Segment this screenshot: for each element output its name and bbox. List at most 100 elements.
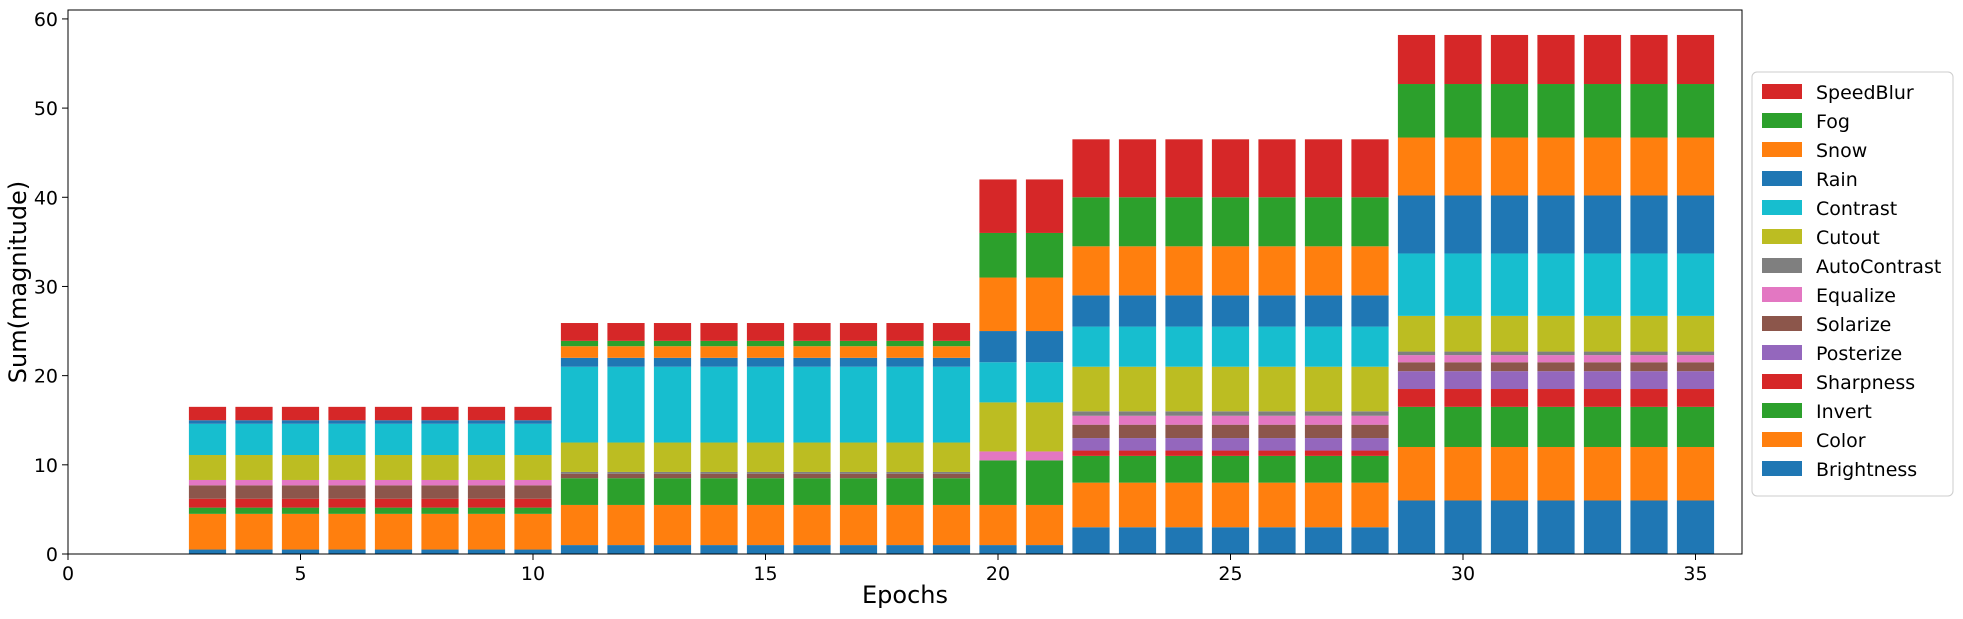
legend-label-solarize: Solarize [1816, 314, 1891, 336]
bar-segment-fog-epoch-22 [1072, 197, 1110, 247]
bar-segment-color-epoch-18 [886, 504, 924, 546]
bar-segment-snow-epoch-23 [1118, 246, 1157, 296]
legend-label-rain: Rain [1816, 169, 1858, 191]
x-axis-label: Epochs [862, 581, 948, 609]
bar-segment-autocontrast-epoch-17 [839, 471, 878, 474]
bar-segment-contrast-epoch-14 [700, 366, 738, 443]
legend-swatch-solarize [1762, 316, 1802, 331]
bar-segment-sharpness-epoch-35 [1676, 389, 1715, 407]
bar-segment-snow-epoch-20 [979, 277, 1017, 332]
bar-segment-color-epoch-16 [793, 504, 831, 546]
legend: SpeedBlur Fog Snow Rain Contrast Cutout AutoCo… [1751, 71, 1954, 497]
bar-segment-snow-epoch-14 [700, 346, 738, 358]
bar-segment-speedblur-epoch-19 [932, 323, 971, 341]
bar-segment-equalize-epoch-9 [467, 479, 506, 486]
bar-segment-snow-epoch-30 [1444, 137, 1482, 196]
bar-segment-autocontrast-epoch-13 [653, 471, 692, 474]
x-tick-label: 10 [521, 563, 545, 585]
bar-segment-speedblur-epoch-9 [467, 406, 506, 421]
bar-segment-cutout-epoch-22 [1072, 366, 1110, 412]
bar-segment-contrast-epoch-6 [328, 423, 366, 456]
legend-label-snow: Snow [1816, 140, 1867, 162]
bar-segment-cutout-epoch-28 [1351, 366, 1389, 412]
bar-segment-solarize-epoch-14 [700, 473, 738, 479]
bar-segment-posterize-epoch-30 [1444, 371, 1482, 390]
bar-segment-autocontrast-epoch-24 [1165, 411, 1203, 416]
bar-segment-brightness-epoch-12 [607, 545, 645, 554]
bar-segment-sharpness-epoch-10 [514, 498, 552, 508]
legend-swatch-sharpness [1762, 374, 1802, 389]
y-axis-label: Sum(magnitude) [4, 181, 32, 383]
bar-segment-brightness-epoch-19 [932, 545, 971, 554]
bar-segment-rain-epoch-14 [700, 357, 738, 367]
legend-label-invert: Invert [1816, 401, 1872, 423]
bar-segment-color-epoch-14 [700, 504, 738, 546]
bar-segment-color-epoch-21 [1025, 504, 1064, 546]
bar-segment-fog-epoch-24 [1165, 197, 1203, 247]
bar-segment-brightness-epoch-31 [1490, 500, 1529, 554]
bar-segment-contrast-epoch-26 [1258, 326, 1296, 367]
bar-segment-solarize-epoch-23 [1118, 424, 1157, 439]
bar-segment-rain-epoch-23 [1118, 295, 1157, 327]
bar-segment-rain-epoch-4 [235, 420, 273, 424]
bar-segment-cutout-epoch-29 [1397, 315, 1436, 352]
bar-segment-contrast-epoch-24 [1165, 326, 1203, 367]
bar-segment-autocontrast-epoch-23 [1118, 411, 1157, 416]
bar-segment-equalize-epoch-4 [235, 479, 273, 486]
bar-segment-fog-epoch-26 [1258, 197, 1296, 247]
bar-segment-cutout-epoch-12 [607, 442, 645, 472]
bar-segment-speedblur-epoch-17 [839, 323, 878, 341]
bar-segment-speedblur-epoch-10 [514, 406, 552, 421]
bar-segment-rain-epoch-32 [1537, 195, 1575, 254]
bar-segment-cutout-epoch-3 [188, 455, 227, 480]
bar-segment-speedblur-epoch-22 [1072, 139, 1110, 198]
bar-segment-snow-epoch-34 [1630, 137, 1668, 196]
bar-segment-speedblur-epoch-6 [328, 406, 366, 421]
bar-segment-cutout-epoch-35 [1676, 315, 1715, 352]
bar-segment-contrast-epoch-20 [979, 362, 1017, 403]
bar-segment-posterize-epoch-34 [1630, 371, 1668, 390]
bar-segment-solarize-epoch-6 [328, 485, 366, 499]
bar-segment-brightness-epoch-24 [1165, 527, 1203, 554]
legend-label-fog: Fog [1816, 111, 1850, 133]
bar-segment-invert-epoch-19 [932, 478, 971, 505]
bar-segment-speedblur-epoch-8 [421, 406, 459, 421]
bar-segment-fog-epoch-11 [560, 340, 599, 347]
bar-segment-contrast-epoch-11 [560, 366, 599, 443]
bar-segment-rain-epoch-27 [1304, 295, 1343, 327]
bar-segment-contrast-epoch-13 [653, 366, 692, 443]
bar-segment-rain-epoch-34 [1630, 195, 1668, 254]
bar-segment-cutout-epoch-13 [653, 442, 692, 472]
bar-segment-rain-epoch-7 [374, 420, 413, 424]
bar-segment-rain-epoch-31 [1490, 195, 1529, 254]
bar-segment-sharpness-epoch-24 [1165, 450, 1203, 456]
bar-segment-autocontrast-epoch-14 [700, 471, 738, 474]
bar-segment-cutout-epoch-5 [281, 455, 320, 480]
bar-segment-invert-epoch-22 [1072, 455, 1110, 483]
bar-segment-sharpness-epoch-3 [188, 498, 227, 508]
bar-segment-rain-epoch-21 [1025, 331, 1064, 363]
bar-segment-invert-epoch-14 [700, 478, 738, 505]
bar-segment-speedblur-epoch-21 [1025, 179, 1064, 233]
bar-segment-posterize-epoch-22 [1072, 438, 1110, 451]
bar-segment-solarize-epoch-8 [421, 485, 459, 499]
bar-segment-cutout-epoch-15 [746, 442, 785, 472]
bar-segment-invert-epoch-16 [793, 478, 831, 505]
bar-segment-fog-epoch-32 [1537, 84, 1575, 138]
bar-segment-invert-epoch-3 [188, 507, 227, 514]
bar-segment-snow-epoch-13 [653, 346, 692, 358]
bar-segment-cutout-epoch-23 [1118, 366, 1157, 412]
bar-segment-fog-epoch-23 [1118, 197, 1157, 247]
bar-segment-speedblur-epoch-4 [235, 406, 273, 421]
bar-segment-invert-epoch-20 [979, 460, 1017, 505]
bar-segment-color-epoch-26 [1258, 482, 1296, 528]
bar-segment-rain-epoch-29 [1397, 195, 1436, 254]
bar-segment-equalize-epoch-3 [188, 479, 227, 486]
legend-label-contrast: Contrast [1816, 198, 1897, 220]
bar-segment-autocontrast-epoch-33 [1583, 351, 1622, 356]
bar-segment-color-epoch-34 [1630, 446, 1668, 501]
bar-segment-speedblur-epoch-15 [746, 323, 785, 341]
bar-segment-rain-epoch-6 [328, 420, 366, 424]
bar-segment-color-epoch-6 [328, 513, 366, 550]
bar-segment-cutout-epoch-21 [1025, 402, 1064, 452]
